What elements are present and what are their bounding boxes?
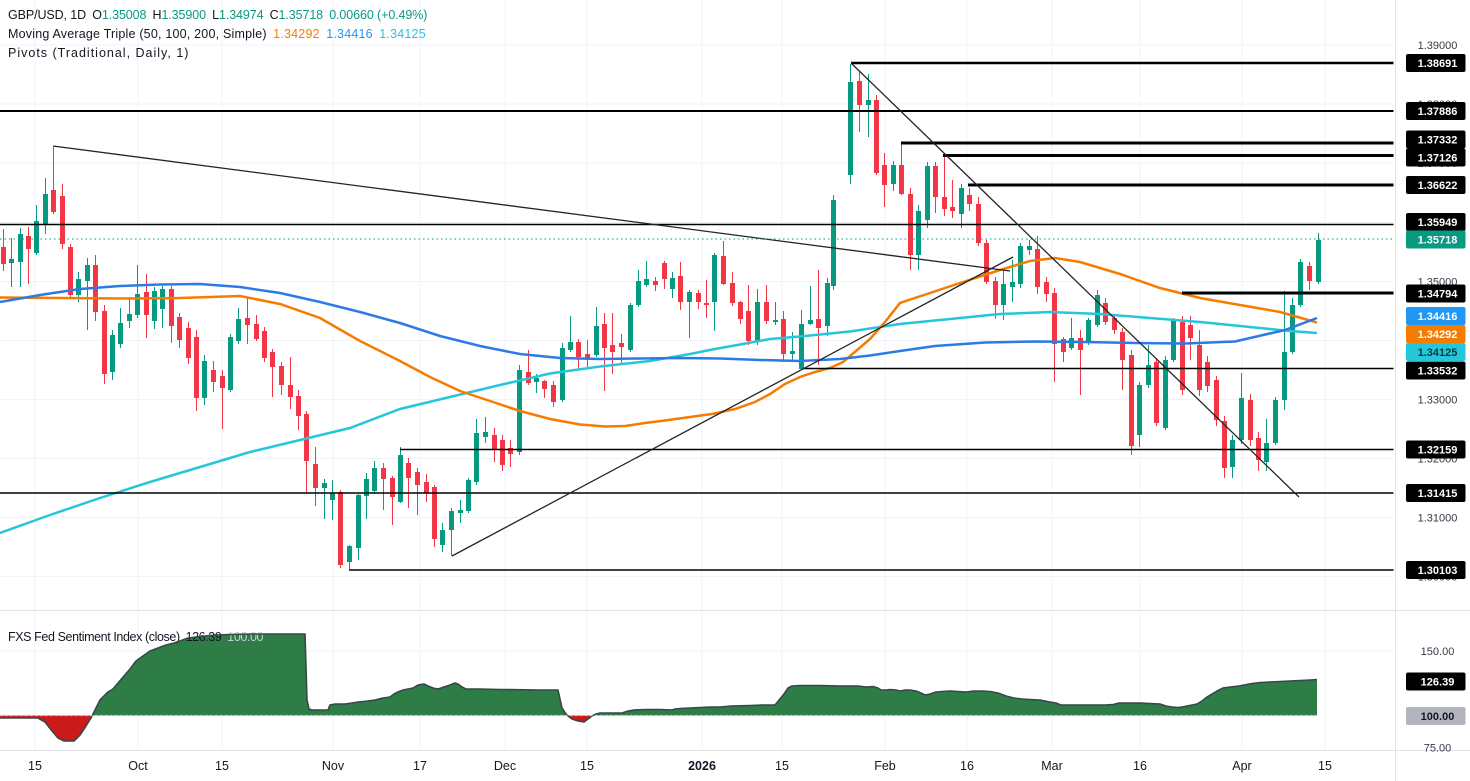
svg-text:1.31415: 1.31415 bbox=[1418, 488, 1458, 500]
svg-text:1.35718: 1.35718 bbox=[1418, 235, 1458, 247]
svg-text:16: 16 bbox=[960, 759, 974, 773]
svg-text:Mar: Mar bbox=[1041, 759, 1063, 773]
svg-text:1.37332: 1.37332 bbox=[1418, 135, 1458, 147]
svg-text:Feb: Feb bbox=[874, 759, 896, 773]
svg-text:FXS Fed Sentiment Index (close: FXS Fed Sentiment Index (close) 126.39 1… bbox=[8, 630, 264, 644]
svg-text:GBP/USD, 1D O1.35008 H1.35900: GBP/USD, 1D O1.35008 H1.35900 L1.34974 C… bbox=[8, 8, 427, 22]
svg-text:1.33000: 1.33000 bbox=[1418, 395, 1458, 407]
svg-text:15: 15 bbox=[580, 759, 594, 773]
svg-text:1.35949: 1.35949 bbox=[1418, 217, 1458, 229]
svg-text:1.34416: 1.34416 bbox=[1418, 311, 1458, 323]
svg-text:1.37886: 1.37886 bbox=[1418, 106, 1458, 118]
svg-text:1.34794: 1.34794 bbox=[1418, 289, 1459, 301]
svg-text:1.34292: 1.34292 bbox=[1418, 329, 1458, 341]
svg-text:17: 17 bbox=[413, 759, 427, 773]
svg-text:150.00: 150.00 bbox=[1421, 646, 1455, 658]
svg-text:1.34125: 1.34125 bbox=[1418, 347, 1458, 359]
svg-text:15: 15 bbox=[215, 759, 229, 773]
svg-text:Nov: Nov bbox=[322, 759, 345, 773]
svg-text:15: 15 bbox=[1318, 759, 1332, 773]
svg-text:Pivots (Traditional, Daily, 1): Pivots (Traditional, Daily, 1) bbox=[8, 46, 189, 60]
svg-text:Oct: Oct bbox=[128, 759, 148, 773]
svg-text:100.00: 100.00 bbox=[1421, 711, 1455, 723]
svg-text:1.33532: 1.33532 bbox=[1418, 366, 1458, 378]
svg-text:Dec: Dec bbox=[494, 759, 516, 773]
svg-text:Moving Average Triple (50, 100: Moving Average Triple (50, 100, 200, Sim… bbox=[8, 27, 426, 41]
svg-text:1.30103: 1.30103 bbox=[1418, 565, 1458, 577]
svg-text:2026: 2026 bbox=[688, 759, 716, 773]
svg-text:16: 16 bbox=[1133, 759, 1147, 773]
svg-text:1.31000: 1.31000 bbox=[1418, 513, 1458, 525]
svg-text:126.39: 126.39 bbox=[1421, 677, 1455, 689]
svg-text:1.36622: 1.36622 bbox=[1418, 180, 1458, 192]
svg-text:1.38691: 1.38691 bbox=[1418, 58, 1458, 70]
svg-text:1.37126: 1.37126 bbox=[1418, 153, 1458, 165]
svg-text:1.39000: 1.39000 bbox=[1418, 40, 1458, 52]
svg-text:1.32159: 1.32159 bbox=[1418, 445, 1458, 457]
svg-text:15: 15 bbox=[775, 759, 789, 773]
svg-text:75.00: 75.00 bbox=[1424, 743, 1452, 755]
svg-text:15: 15 bbox=[28, 759, 42, 773]
svg-text:Apr: Apr bbox=[1232, 759, 1251, 773]
